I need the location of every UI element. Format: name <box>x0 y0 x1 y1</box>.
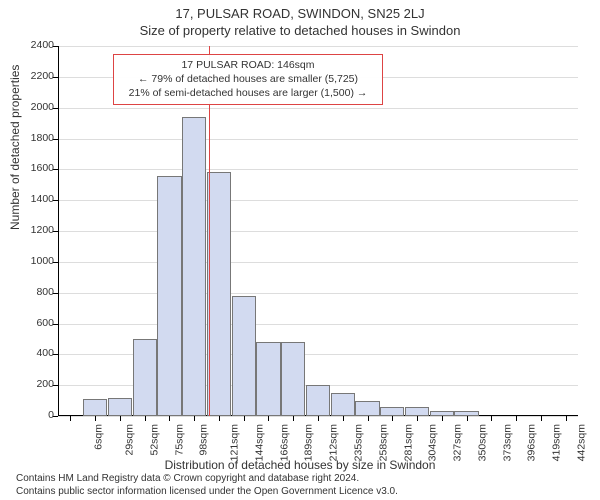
y-tick-label: 1200 <box>20 224 54 236</box>
annotation-line-3: 21% of semi-detached houses are larger (… <box>120 86 376 100</box>
x-tick <box>392 416 393 421</box>
x-tick-label: 442sqm <box>575 424 587 461</box>
y-tick-label: 1800 <box>20 132 54 144</box>
x-tick-label: 327sqm <box>451 424 463 461</box>
histogram-bar <box>207 172 231 416</box>
y-tick-label: 2400 <box>20 39 54 51</box>
x-tick-label: 235sqm <box>352 424 364 461</box>
x-tick <box>541 416 542 421</box>
x-tick-label: 166sqm <box>278 424 290 461</box>
histogram-bar <box>133 339 157 416</box>
plot-area: 0200400600800100012001400160018002000220… <box>58 46 578 416</box>
histogram-bar <box>331 393 355 416</box>
y-tick-label: 400 <box>20 347 54 359</box>
x-tick <box>169 416 170 421</box>
x-tick-label: 419sqm <box>550 424 562 461</box>
y-axis-label: Number of detached properties <box>8 65 22 230</box>
chart-container: 17, PULSAR ROAD, SWINDON, SN25 2LJ Size … <box>0 0 600 500</box>
histogram-bar <box>83 399 107 416</box>
x-tick <box>516 416 517 421</box>
x-tick <box>467 416 468 421</box>
x-tick-label: 212sqm <box>328 424 340 461</box>
histogram-bar <box>405 407 429 416</box>
x-tick <box>491 416 492 421</box>
histogram-bar <box>256 342 280 416</box>
x-tick <box>120 416 121 421</box>
x-tick-label: 373sqm <box>501 424 513 461</box>
histogram-bar <box>281 342 305 416</box>
histogram-bar <box>157 176 181 417</box>
x-tick-label: 52sqm <box>148 424 160 456</box>
x-tick <box>417 416 418 421</box>
footer-attribution: Contains HM Land Registry data © Crown c… <box>16 473 398 498</box>
x-tick <box>145 416 146 421</box>
gridline <box>58 200 578 201</box>
x-tick-label: 350sqm <box>476 424 488 461</box>
x-tick-label: 75sqm <box>173 424 185 456</box>
x-tick-label: 396sqm <box>526 424 538 461</box>
gridline <box>58 46 578 47</box>
histogram-bar <box>182 117 206 416</box>
header-address: 17, PULSAR ROAD, SWINDON, SN25 2LJ <box>0 0 600 21</box>
y-tick-label: 200 <box>20 378 54 390</box>
x-tick-label: 258sqm <box>377 424 389 461</box>
x-tick <box>318 416 319 421</box>
x-tick <box>566 416 567 421</box>
y-axis-line <box>58 46 59 416</box>
histogram-bar <box>380 407 404 416</box>
annotation-line-1: 17 PULSAR ROAD: 146sqm <box>120 58 376 72</box>
x-tick-label: 121sqm <box>229 424 241 461</box>
y-tick-label: 1400 <box>20 193 54 205</box>
y-tick-label: 800 <box>20 286 54 298</box>
histogram-bar <box>108 398 132 417</box>
footer-line-2: Contains public sector information licen… <box>16 486 398 499</box>
x-axis-label: Distribution of detached houses by size … <box>0 458 600 472</box>
x-tick <box>95 416 96 421</box>
x-tick-label: 98sqm <box>198 424 210 456</box>
x-tick <box>194 416 195 421</box>
gridline <box>58 169 578 170</box>
x-tick <box>268 416 269 421</box>
histogram-bar <box>232 296 256 416</box>
annotation-line-2: ← 79% of detached houses are smaller (5,… <box>120 72 376 86</box>
x-tick-label: 281sqm <box>402 424 414 461</box>
x-tick-label: 189sqm <box>303 424 315 461</box>
gridline <box>58 324 578 325</box>
x-tick-label: 144sqm <box>253 424 265 461</box>
gridline <box>58 293 578 294</box>
x-tick <box>343 416 344 421</box>
y-tick-label: 2200 <box>20 70 54 82</box>
gridline <box>58 108 578 109</box>
annotation-box: 17 PULSAR ROAD: 146sqm← 79% of detached … <box>113 54 383 105</box>
histogram-bar <box>355 401 379 416</box>
y-tick-label: 0 <box>20 409 54 421</box>
y-tick-label: 600 <box>20 317 54 329</box>
x-tick <box>368 416 369 421</box>
histogram-bar <box>306 385 330 416</box>
x-tick <box>70 416 71 421</box>
x-tick <box>219 416 220 421</box>
x-tick-label: 29sqm <box>124 424 136 456</box>
gridline <box>58 231 578 232</box>
footer-line-1: Contains HM Land Registry data © Crown c… <box>16 473 398 486</box>
x-tick-label: 6sqm <box>93 424 105 450</box>
y-tick-label: 1600 <box>20 162 54 174</box>
x-tick <box>442 416 443 421</box>
chart-title: Size of property relative to detached ho… <box>0 21 600 38</box>
x-tick <box>293 416 294 421</box>
x-tick-label: 304sqm <box>427 424 439 461</box>
y-tick-label: 2000 <box>20 101 54 113</box>
gridline <box>58 139 578 140</box>
gridline <box>58 262 578 263</box>
x-tick <box>244 416 245 421</box>
y-tick-label: 1000 <box>20 255 54 267</box>
